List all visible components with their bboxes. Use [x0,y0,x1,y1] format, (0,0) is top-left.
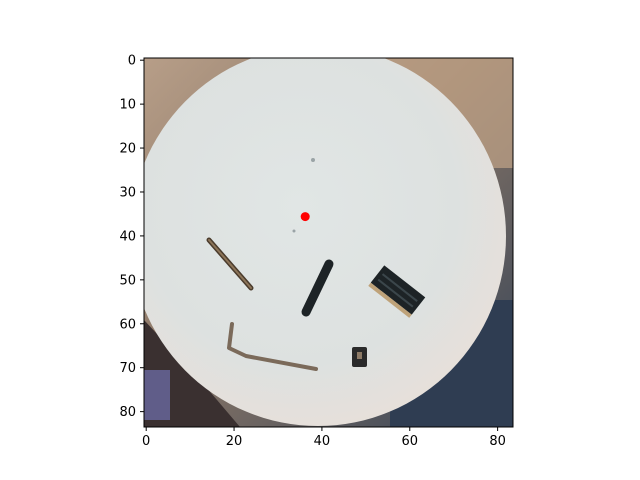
x-tick-label: 40 [314,434,331,449]
y-tick-label: 60 [119,317,136,332]
y-tick-label: 10 [119,98,136,113]
x-axis: 0 20 40 60 80 [142,427,506,449]
component-chip-center [301,259,334,317]
tray-shape [144,58,506,426]
y-tick-label: 80 [119,405,136,420]
y-tick-label: 0 [128,54,136,69]
axes-frame [143,57,514,428]
photo-image [144,58,513,427]
component-connector [368,265,426,318]
x-tick-label: 0 [142,434,150,449]
x-tick-label: 80 [489,434,506,449]
y-tick-label: 20 [119,142,136,157]
component-wire-bottom [227,322,318,371]
x-tick-label: 60 [401,434,418,449]
y-tick-label: 40 [119,229,136,244]
x-tick-label: 20 [226,434,243,449]
red-marker-point [300,212,310,222]
y-tick-label: 70 [119,361,136,376]
y-axis: 0 10 20 30 40 50 60 70 80 [119,54,144,420]
y-tick-label: 50 [119,273,136,288]
y-tick-label: 30 [119,185,136,200]
